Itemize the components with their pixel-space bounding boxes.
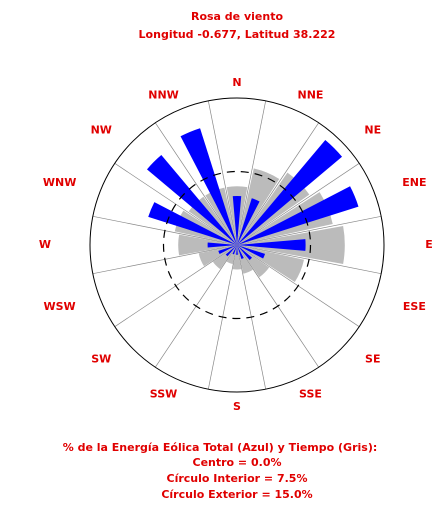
direction-label: S [233,400,241,413]
time-wedge [237,245,305,282]
energy-wedge [237,245,253,261]
spoke [236,215,382,246]
time-wedge [237,168,280,245]
direction-label: WNW [43,176,76,189]
direction-label: N [232,76,241,89]
footer-note: Círculo Exterior = 15.0% [161,488,312,501]
direction-label: E [425,238,433,251]
spoke [236,122,319,246]
energy-wedge [236,245,238,255]
footer-note: % de la Energía Eólica Total (Azul) y Ti… [63,441,378,454]
time-wedge [237,245,253,274]
ring [89,97,385,393]
energy-wedge [237,245,244,260]
spoke [155,122,238,246]
energy-wedge [237,198,260,245]
energy-wedge [232,245,237,255]
energy-wedge [237,186,359,245]
direction-label: ESE [403,300,426,313]
direction-label: NW [91,123,112,136]
direction-label: SSE [299,388,322,401]
direction-label: ENE [402,176,426,189]
direction-label: NNW [148,88,179,101]
energy-wedge [148,202,237,245]
time-wedge [237,192,333,245]
ring [162,170,312,320]
direction-label: NE [364,123,381,136]
energy-wedge [207,242,237,248]
energy-wedge [146,154,237,245]
spoke [236,163,360,246]
direction-label: SE [365,353,380,366]
time-wedge [226,245,237,265]
energy-wedge [232,195,242,245]
time-wedge [174,210,237,245]
energy-wedge [218,245,237,255]
chart-subtitle: Longitud -0.677, Latitud 38.222 [139,28,336,41]
direction-label: NNE [298,88,324,101]
footer-note: Círculo Interior = 7.5% [167,472,308,485]
time-wedge [232,245,242,270]
chart-title: Rosa de viento [191,10,283,23]
direction-label: SSW [150,388,177,401]
direction-label: W [39,238,51,251]
time-wedge [205,187,237,245]
energy-wedge [237,139,343,245]
footer-note: Centro = 0.0% [193,456,282,469]
spoke [236,100,267,246]
direction-label: SW [91,353,111,366]
energy-wedge [225,245,237,257]
time-wedge [198,245,237,267]
energy-wedge [180,128,237,245]
energy-wedge [237,245,266,259]
spoke [207,100,238,246]
energy-wedge [237,239,306,251]
direction-label: WSW [44,300,76,313]
